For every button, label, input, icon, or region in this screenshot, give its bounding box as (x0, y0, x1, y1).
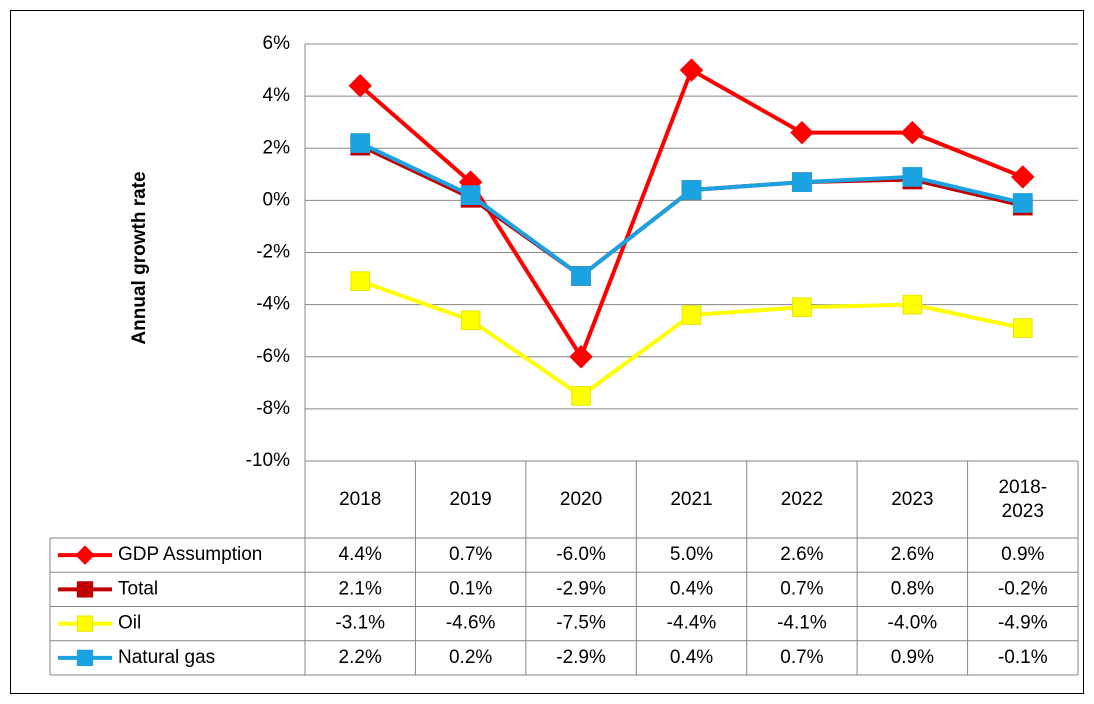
table-value: -2.9% (556, 578, 606, 599)
y-tick-label: 6% (263, 33, 291, 54)
x-tick-label-box: 2023 (857, 461, 967, 538)
legend-marker (76, 615, 94, 632)
legend-marker (76, 649, 94, 667)
y-tick-label: -6% (256, 346, 290, 367)
x-tick-cell: 2022 (747, 461, 857, 538)
table-value: -6.0% (556, 544, 606, 565)
x-tick-label-box: 2018-2023 (968, 461, 1078, 538)
table-value: 0.1% (449, 578, 492, 599)
y-tick-label: -8% (256, 398, 290, 419)
x-tick-cell: 2018 (305, 461, 415, 538)
x-tick-label-box: 2022 (747, 461, 857, 538)
marker (348, 73, 372, 98)
y-tick-label: -4% (256, 294, 290, 315)
marker (792, 172, 812, 192)
marker (792, 297, 812, 318)
table-value: -4.9% (998, 613, 1048, 634)
marker (350, 271, 371, 292)
chart-frame (10, 10, 1084, 694)
table-value: 0.4% (670, 647, 713, 668)
table-value: 0.9% (891, 647, 934, 668)
marker (460, 185, 481, 206)
table-value: 2.2% (339, 647, 382, 668)
marker (571, 385, 591, 406)
table-value: -3.1% (335, 613, 385, 634)
marker (900, 120, 925, 145)
marker (681, 180, 702, 200)
marker (571, 266, 591, 286)
table-value: -0.1% (998, 647, 1048, 668)
marker (1012, 318, 1033, 338)
x-tick-label: 2018 (339, 488, 382, 510)
marker (681, 305, 702, 325)
y-tick-label: -2% (256, 242, 290, 263)
x-tick-cell: 2021 (636, 461, 746, 538)
legend-marker (76, 581, 94, 598)
x-tick-label-box: 2020 (526, 461, 636, 538)
marker (902, 167, 923, 187)
y-axis-label: Annual growth rate (129, 171, 150, 344)
x-tick-label: 2023 (891, 488, 934, 510)
legend-label: GDP Assumption (118, 544, 262, 565)
table-value: 0.2% (449, 647, 492, 668)
table-value: 2.1% (339, 578, 382, 599)
x-tick-cell: 2023 (857, 461, 967, 538)
y-tick-label: 0% (263, 189, 291, 210)
marker (460, 310, 481, 331)
table-value: -4.4% (667, 613, 717, 634)
marker (1011, 165, 1035, 189)
table-value: 4.4% (339, 544, 382, 565)
table-value: -4.1% (777, 613, 827, 634)
marker (1012, 193, 1033, 213)
marker (902, 294, 923, 315)
x-tick-label: 2019 (449, 488, 492, 510)
marker (350, 133, 371, 153)
table-value: -0.2% (998, 578, 1048, 599)
table-value: 0.7% (780, 578, 823, 599)
y-tick-label: -10% (246, 450, 290, 471)
x-tick-label: 2018-2023 (998, 476, 1048, 522)
x-tick-label-box: 2021 (636, 461, 746, 538)
legend-label: Total (118, 578, 158, 599)
marker (569, 345, 593, 369)
table-value: 0.7% (780, 647, 823, 668)
marker (679, 58, 704, 82)
table-value: -2.9% (556, 647, 606, 668)
table-value: 5.0% (670, 544, 713, 565)
table-value: 0.7% (449, 544, 492, 565)
x-tick-label: 2021 (670, 488, 713, 510)
x-tick-label: 2022 (780, 488, 824, 510)
table-value: 0.8% (891, 578, 934, 599)
y-tick-label: 4% (263, 85, 291, 106)
legend-label: Oil (118, 613, 141, 634)
table-value: -7.5% (556, 613, 606, 634)
table-value: 2.6% (891, 544, 934, 565)
x-tick-label-box: 2019 (415, 461, 525, 538)
x-tick-label-box: 2018 (305, 461, 415, 538)
table-value: 0.9% (1001, 544, 1044, 565)
table-value: -4.0% (888, 613, 938, 634)
x-tick-cell: 2019 (415, 461, 525, 538)
marker (790, 120, 814, 145)
table-value: 0.4% (670, 578, 713, 599)
table-value: -4.6% (446, 613, 496, 634)
legend-marker (75, 545, 95, 565)
x-tick-cell: 2018-2023 (968, 461, 1078, 538)
x-tick-label: 2020 (559, 488, 603, 510)
table-value: 2.6% (780, 544, 823, 565)
y-tick-label: 2% (263, 137, 291, 158)
x-tick-cell: 2020 (526, 461, 636, 538)
legend-label: Natural gas (118, 647, 215, 668)
